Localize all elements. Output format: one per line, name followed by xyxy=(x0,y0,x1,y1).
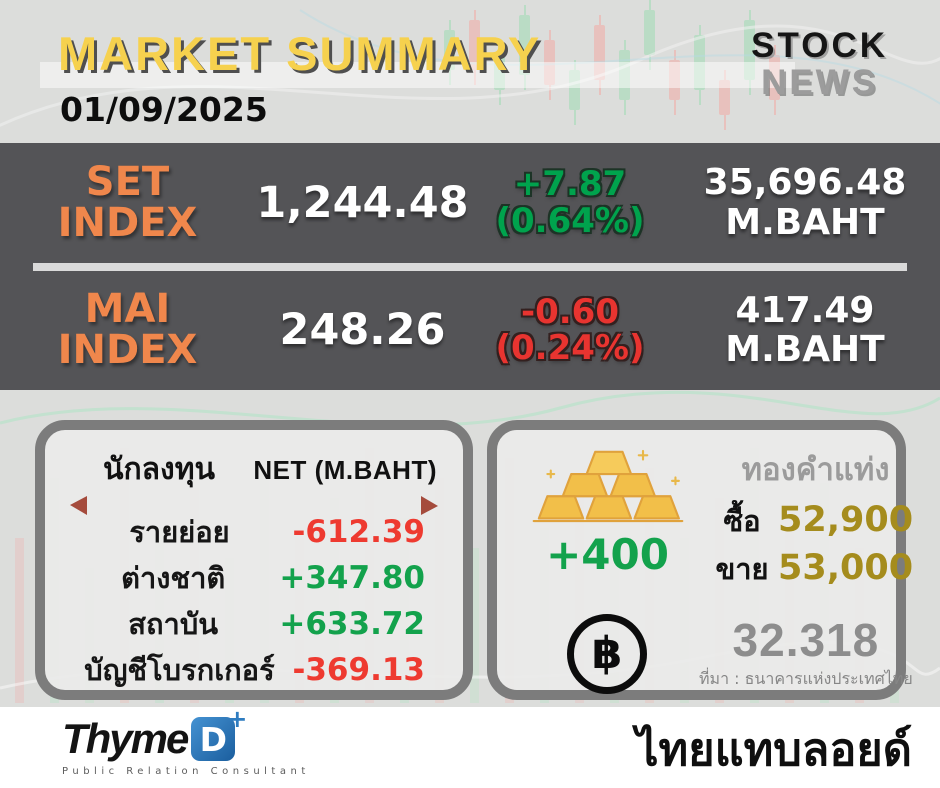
brand-news-text: NEWS xyxy=(761,63,879,102)
index-name-line2: INDEX xyxy=(57,199,198,246)
investor-value: +347.80 xyxy=(279,560,425,596)
investor-value: -369.13 xyxy=(292,652,426,688)
brand-stock-text: STOCK xyxy=(751,26,888,65)
investor-label: บัญชีโบรกเกอร์ xyxy=(84,653,275,687)
thyme-d-logo: Thyme D + Public Relation Consultant xyxy=(62,705,310,777)
investor-value: +633.72 xyxy=(279,606,425,642)
thyme-tagline: Public Relation Consultant xyxy=(62,766,310,777)
source-note: ที่มา : ธนาคารแห่งประเทศไทย xyxy=(699,669,913,689)
investor-rows: รายย่อย -612.39 ต่างชาติ +347.80 สถาบัน … xyxy=(67,507,441,699)
thyme-badge-plus: + xyxy=(227,705,248,733)
baht-symbol: ฿ xyxy=(591,628,623,679)
index-value: 1,244.48 xyxy=(256,177,469,228)
page-title: MARKET SUMMARY xyxy=(58,27,542,80)
investor-label: ต่างชาติ xyxy=(121,561,226,595)
index-name: SET INDEX xyxy=(0,162,255,244)
gold-buy-value: 52,900 xyxy=(778,500,914,540)
thyme-name-text: Thyme xyxy=(62,715,189,762)
investor-net-header: NET (M.BAHT) xyxy=(253,455,437,485)
exchange-rate-block: 32.318 ที่มา : ธนาคารแห่งประเทศไทย xyxy=(699,616,913,692)
index-turnover-value: 417.49 xyxy=(735,289,875,331)
gold-sell-label: ขาย xyxy=(715,552,769,586)
baht-coin-icon: ฿ xyxy=(567,614,647,694)
investor-row: รายย่อย -612.39 xyxy=(67,509,441,555)
index-name-line2: INDEX xyxy=(57,327,198,374)
index-turnover: 417.49 M.BAHT xyxy=(670,291,940,370)
thyme-d-badge: D + xyxy=(191,705,247,761)
gold-change-value: +400 xyxy=(546,530,669,579)
investor-card-title: นักลงทุน xyxy=(103,452,215,487)
index-turnover-unit: M.BAHT xyxy=(725,201,885,243)
exchange-rate-value: 32.318 xyxy=(732,613,880,666)
index-name-line1: MAI xyxy=(84,286,171,333)
index-change: -0.60 (0.24%) xyxy=(470,291,670,369)
report-date: 01/09/2025 xyxy=(60,90,268,129)
exchange-rate-section: ฿ 32.318 ที่มา : ธนาคารแห่งประเทศไทย xyxy=(515,614,913,694)
gold-buy-row: ซื้อ 52,900 xyxy=(706,498,925,544)
index-value: 248.26 xyxy=(279,305,446,356)
gold-bars-icon xyxy=(532,449,683,523)
investor-row: บัญชีโบรกเกอร์ -369.13 xyxy=(67,647,441,693)
index-turnover-value: 35,696.48 xyxy=(703,162,907,204)
stock-news-logo: STOCK NEWS xyxy=(751,28,888,100)
investor-label: สถาบัน xyxy=(128,607,219,641)
gold-left-column: +400 xyxy=(515,442,700,592)
index-name: MAI INDEX xyxy=(0,289,255,371)
market-index-panel: SET INDEX 1,244.48 +7.87 (0.64%) 35,696.… xyxy=(0,143,940,390)
publisher-logo: ไทยแทบลอยด์ xyxy=(636,713,912,788)
index-name-line1: SET xyxy=(85,158,170,205)
thyme-logo-row: Thyme D + xyxy=(62,705,310,763)
gold-buy-label: ซื้อ xyxy=(723,504,761,538)
investor-net-card: นักลงทุน NET (M.BAHT) รายย่อย -612.39 ต่… xyxy=(35,420,473,700)
gold-sell-row: ขาย 53,000 xyxy=(706,546,925,592)
index-turnover-unit: M.BAHT xyxy=(725,329,885,371)
investor-label: รายย่อย xyxy=(129,515,230,549)
gold-sell-value: 53,000 xyxy=(778,548,914,588)
index-change-points: -0.60 xyxy=(521,291,619,332)
index-change-percent: (0.64%) xyxy=(495,200,645,241)
investor-value: -612.39 xyxy=(292,514,426,550)
index-change: +7.87 (0.64%) xyxy=(470,166,670,239)
gold-right-column: ทองคำแท่ง ซื้อ 52,900 ขาย 53,000 xyxy=(706,442,925,592)
gold-price-card: +400 ทองคำแท่ง ซื้อ 52,900 ขาย 53,000 ฿ … xyxy=(487,420,913,700)
mai-index-row: MAI INDEX 248.26 -0.60 (0.24%) 417.49 M.… xyxy=(0,271,940,391)
investor-row: ต่างชาติ +347.80 xyxy=(67,555,441,601)
gold-title: ทองคำแท่ง xyxy=(741,452,890,488)
set-index-row: SET INDEX 1,244.48 +7.87 (0.64%) 35,696.… xyxy=(0,143,940,263)
gold-top-section: +400 ทองคำแท่ง ซื้อ 52,900 ขาย 53,000 xyxy=(515,442,913,592)
row-divider xyxy=(33,262,907,271)
investor-card-header: นักลงทุน NET (M.BAHT) xyxy=(67,444,441,493)
footer: Thyme D + Public Relation Consultant ไทย… xyxy=(0,705,940,788)
index-change-percent: (0.24%) xyxy=(495,328,645,369)
thyme-badge-letter: D xyxy=(199,719,228,759)
index-turnover: 35,696.48 M.BAHT xyxy=(670,163,940,242)
investor-row: สถาบัน +633.72 xyxy=(67,601,441,647)
index-change-points: +7.87 xyxy=(513,164,627,205)
